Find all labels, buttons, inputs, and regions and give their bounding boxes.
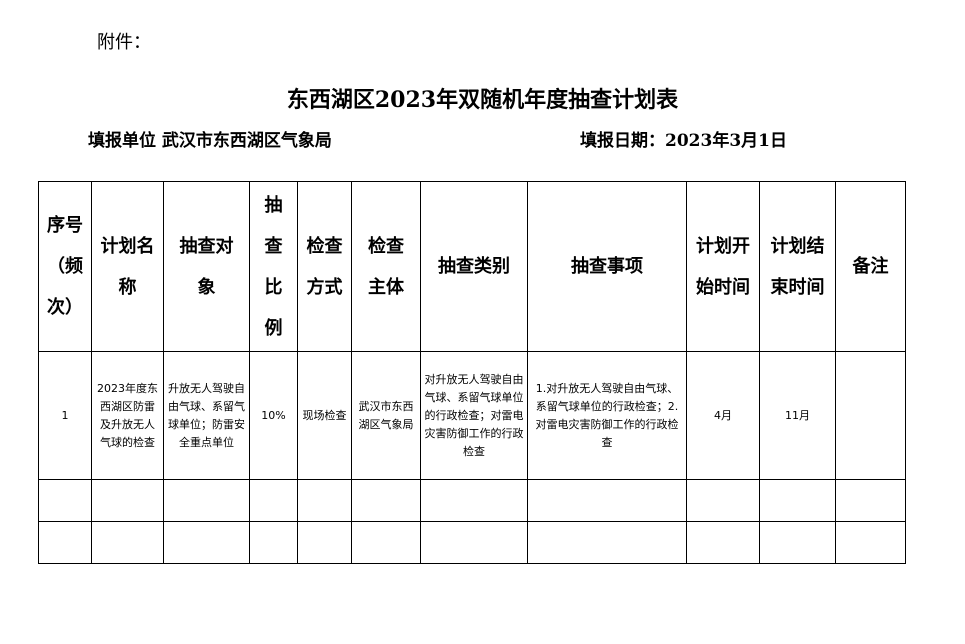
column-header: 计划开 始时间	[686, 181, 760, 352]
table-cell: 10%	[249, 351, 298, 480]
table-cell: 武汉市东西湖区气象局	[351, 351, 421, 480]
column-header: 抽查类别	[420, 181, 528, 352]
attachment-label: 附件：	[97, 32, 151, 53]
reporting-unit: 填报单位 武汉市东西湖区气象局	[88, 131, 332, 151]
column-header: 检查 方式	[297, 181, 352, 352]
table-row-empty	[38, 479, 906, 522]
table-cell: 对升放无人驾驶自由气球、系留气球单位的行政检查；对雷电灾害防御工作的行政检查	[420, 351, 528, 480]
table-row: 1 2023年度东西湖区防雷及升放无人气球的检查 升放无人驾驶自由气球、系留气球单位…	[38, 351, 906, 480]
table-cell	[835, 351, 906, 480]
column-header: 抽 查 比 例	[249, 181, 298, 352]
column-header: 检查 主体	[351, 181, 421, 352]
reporting-date: 填报日期：2023年3月1日	[580, 131, 787, 151]
table-cell: 11月	[759, 351, 836, 480]
column-header: 计划结 束时间	[759, 181, 836, 352]
table-cell: 2023年度东西湖区防雷及升放无人气球的检查	[91, 351, 164, 480]
column-header: 序号 （频 次）	[38, 181, 92, 352]
column-header: 抽查对 象	[163, 181, 250, 352]
header-row: 序号 （频 次） 计划名 称抽查对 象抽 查 比 例检查 方式 检查 主体 抽查类别抽…	[38, 181, 906, 352]
table-cell: 1	[38, 351, 92, 480]
column-header: 计划名 称	[91, 181, 164, 352]
table-cell: 1.对升放无人驾驶自由气球、系留气球单位的行政检查；2.对雷电灾害防御工作的行政…	[527, 351, 687, 480]
table-cell: 升放无人驾驶自由气球、系留气球单位；防雷安全重点单位	[163, 351, 250, 480]
column-header: 抽查事项	[527, 181, 687, 352]
inspection-plan-table: 序号 （频 次） 计划名 称抽查对 象抽 查 比 例检查 方式 检查 主体 抽查类别抽…	[38, 181, 906, 564]
table-row-empty	[38, 521, 906, 564]
column-header: 备注	[835, 181, 906, 352]
table-cell: 现场检查	[297, 351, 352, 480]
page-title: 东西湖区2023年双随机年度抽查计划表	[286, 87, 679, 113]
table-cell: 4月	[686, 351, 760, 480]
